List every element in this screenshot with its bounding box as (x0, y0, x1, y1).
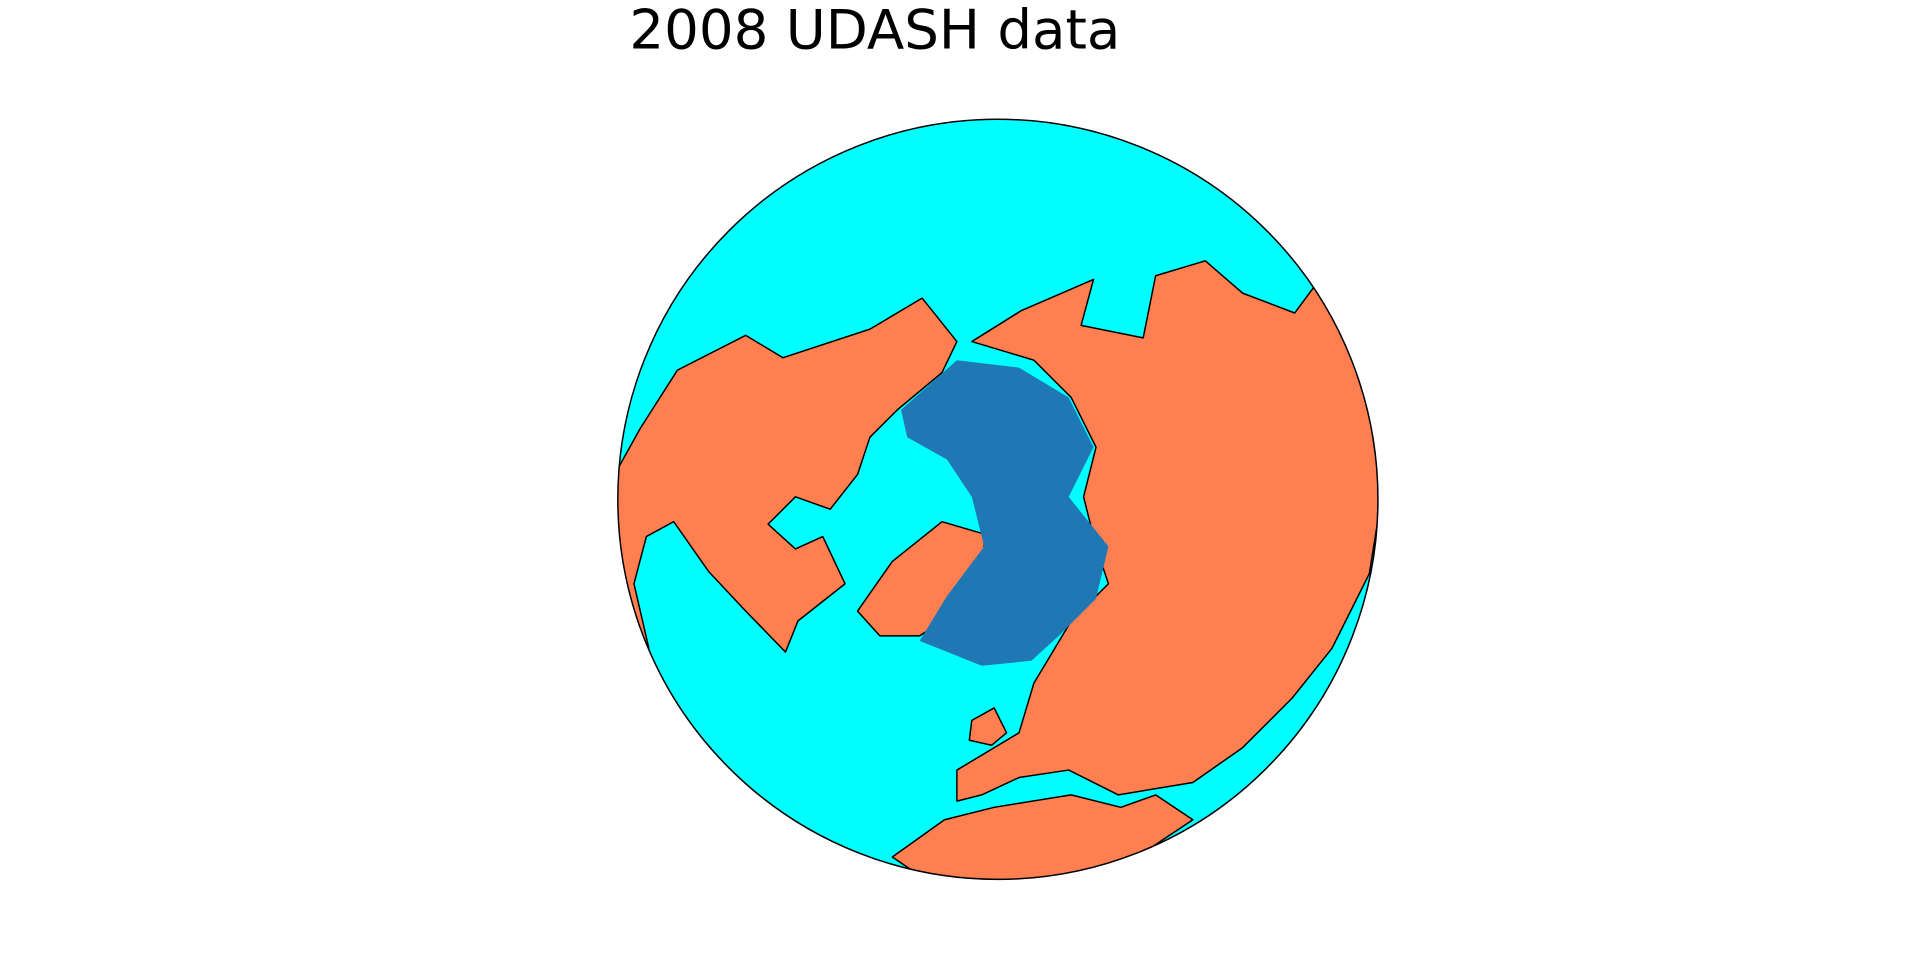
globe-outline (617, 118, 1379, 881)
british-isles (968, 707, 1008, 746)
map-title: 2008 UDASH data (629, 0, 1120, 62)
north-america (617, 297, 958, 653)
sample-locations (901, 360, 1109, 666)
